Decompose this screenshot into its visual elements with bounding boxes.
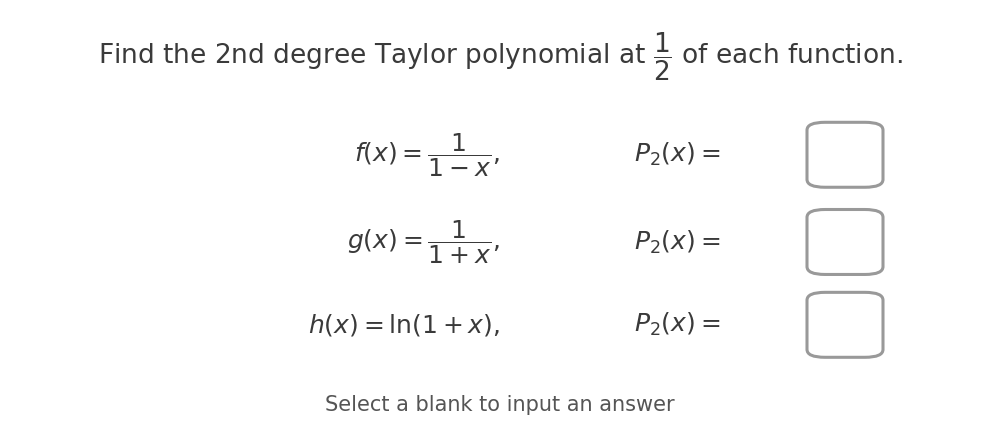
Text: $P_2(x) =$: $P_2(x) =$ (634, 141, 720, 168)
Text: $P_2(x) =$: $P_2(x) =$ (634, 311, 720, 338)
FancyBboxPatch shape (807, 122, 883, 187)
FancyBboxPatch shape (807, 210, 883, 275)
Text: $f(x) = \dfrac{1}{1-x},$: $f(x) = \dfrac{1}{1-x},$ (354, 131, 500, 179)
FancyBboxPatch shape (807, 292, 883, 358)
Text: $g(x) = \dfrac{1}{1+x},$: $g(x) = \dfrac{1}{1+x},$ (347, 218, 500, 266)
Text: $h(x) = \ln(1+x),$: $h(x) = \ln(1+x),$ (308, 312, 500, 338)
Text: $P_2(x) =$: $P_2(x) =$ (634, 228, 720, 255)
Text: Select a blank to input an answer: Select a blank to input an answer (325, 395, 675, 416)
Text: Find the 2nd degree Taylor polynomial at $\dfrac{1}{2}$ of each function.: Find the 2nd degree Taylor polynomial at… (98, 31, 902, 83)
